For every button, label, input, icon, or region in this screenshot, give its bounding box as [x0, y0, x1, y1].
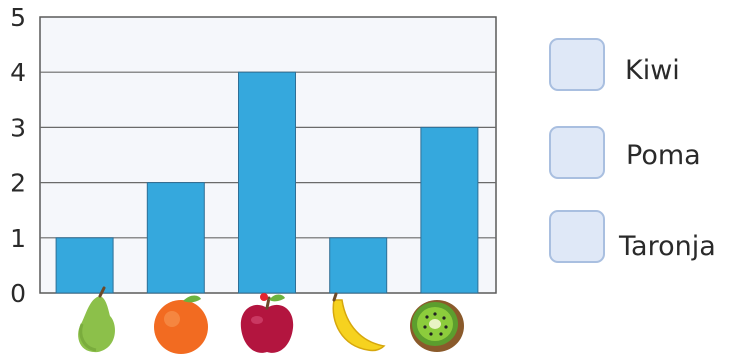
y-tick-label: 2	[10, 169, 26, 198]
bar-apple	[238, 71, 296, 294]
apple-answer-label: Poma	[626, 140, 701, 171]
kiwi-answer-label: Kiwi	[625, 55, 680, 86]
y-axis-ticks: 0 1 2 3 4 5	[10, 3, 26, 308]
y-tick-label: 5	[10, 3, 26, 32]
y-tick-label: 0	[10, 279, 26, 308]
orange-answer-label: Taronja	[619, 231, 716, 262]
bar-orange	[146, 182, 205, 294]
bar-kiwi	[420, 126, 479, 294]
apple-icon	[240, 293, 294, 353]
banana-icon	[332, 292, 386, 352]
kiwi-answer-box[interactable]	[549, 38, 605, 91]
orange-icon	[154, 295, 208, 354]
kiwi-icon	[410, 300, 464, 352]
y-tick-label: 4	[10, 58, 26, 87]
y-tick-label: 3	[10, 113, 26, 142]
bar-banana	[329, 237, 388, 294]
apple-answer-box[interactable]	[549, 126, 605, 179]
y-tick-label: 1	[10, 224, 26, 253]
bars	[55, 71, 479, 294]
bar-pear	[55, 237, 114, 294]
pear-icon	[78, 286, 115, 353]
orange-answer-box[interactable]	[549, 210, 605, 263]
